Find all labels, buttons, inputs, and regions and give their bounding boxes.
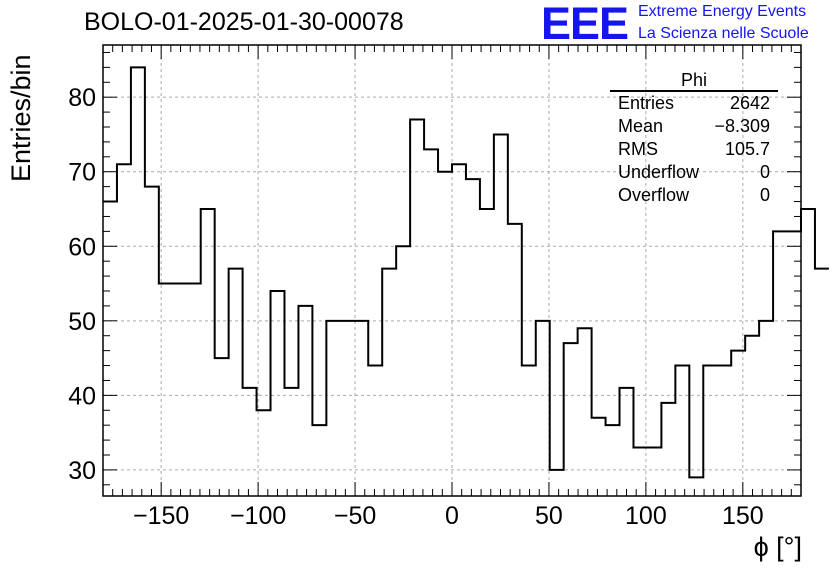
axis-ticks [103, 45, 801, 496]
chart-title: BOLO-01-2025-01-30-00078 [84, 8, 404, 36]
stats-row: Overflow 0 [610, 184, 778, 207]
x-tick-label: 0 [445, 502, 459, 530]
y-axis-label: Entries/bin [6, 54, 36, 182]
stats-label: Entries [618, 93, 675, 113]
stats-box: Phi Entries 2642 Mean −8.309 RMS 105.7 U… [610, 70, 778, 207]
stats-value: 105.7 [724, 139, 770, 159]
stats-value: 2642 [729, 93, 770, 113]
tick-labels: −150 −100 −50 0 50 100 150 30 40 50 60 70 80 [68, 84, 764, 530]
x-tick-label: −50 [334, 502, 376, 530]
logo-caption-line1: Extreme Energy Events [638, 3, 807, 20]
stats-label: Overflow [618, 185, 690, 205]
x-tick-label: 150 [722, 502, 764, 530]
stats-value: 0 [759, 185, 770, 205]
eee-logo: EEE [541, 0, 629, 49]
stats-row: RMS 105.7 [610, 138, 778, 161]
y-tick-label: 60 [68, 233, 96, 261]
stats-row: Mean −8.309 [610, 115, 778, 138]
stats-row: Underflow 0 [610, 161, 778, 184]
stats-label: Mean [618, 116, 664, 136]
x-tick-label: −150 [133, 502, 189, 530]
stats-row: Entries 2642 [610, 92, 778, 115]
stats-label: Underflow [618, 162, 700, 182]
stats-value: 0 [759, 162, 770, 182]
stats-value: −8.309 [714, 116, 770, 136]
stats-title: Phi [680, 70, 707, 90]
stats-label: RMS [618, 139, 658, 159]
x-tick-label: −100 [230, 502, 286, 530]
x-tick-label: 100 [625, 502, 667, 530]
x-axis-label: ϕ [°] [753, 532, 802, 562]
y-tick-label: 50 [68, 308, 96, 336]
histogram-line [103, 66, 829, 479]
y-tick-label: 70 [68, 159, 96, 187]
y-tick-label: 80 [68, 84, 96, 112]
y-tick-label: 40 [68, 382, 96, 410]
y-tick-label: 30 [68, 457, 96, 485]
stats-divider [610, 90, 778, 92]
logo-caption-line2: La Scienza nelle Scuole [638, 25, 809, 42]
x-tick-label: 50 [535, 502, 563, 530]
